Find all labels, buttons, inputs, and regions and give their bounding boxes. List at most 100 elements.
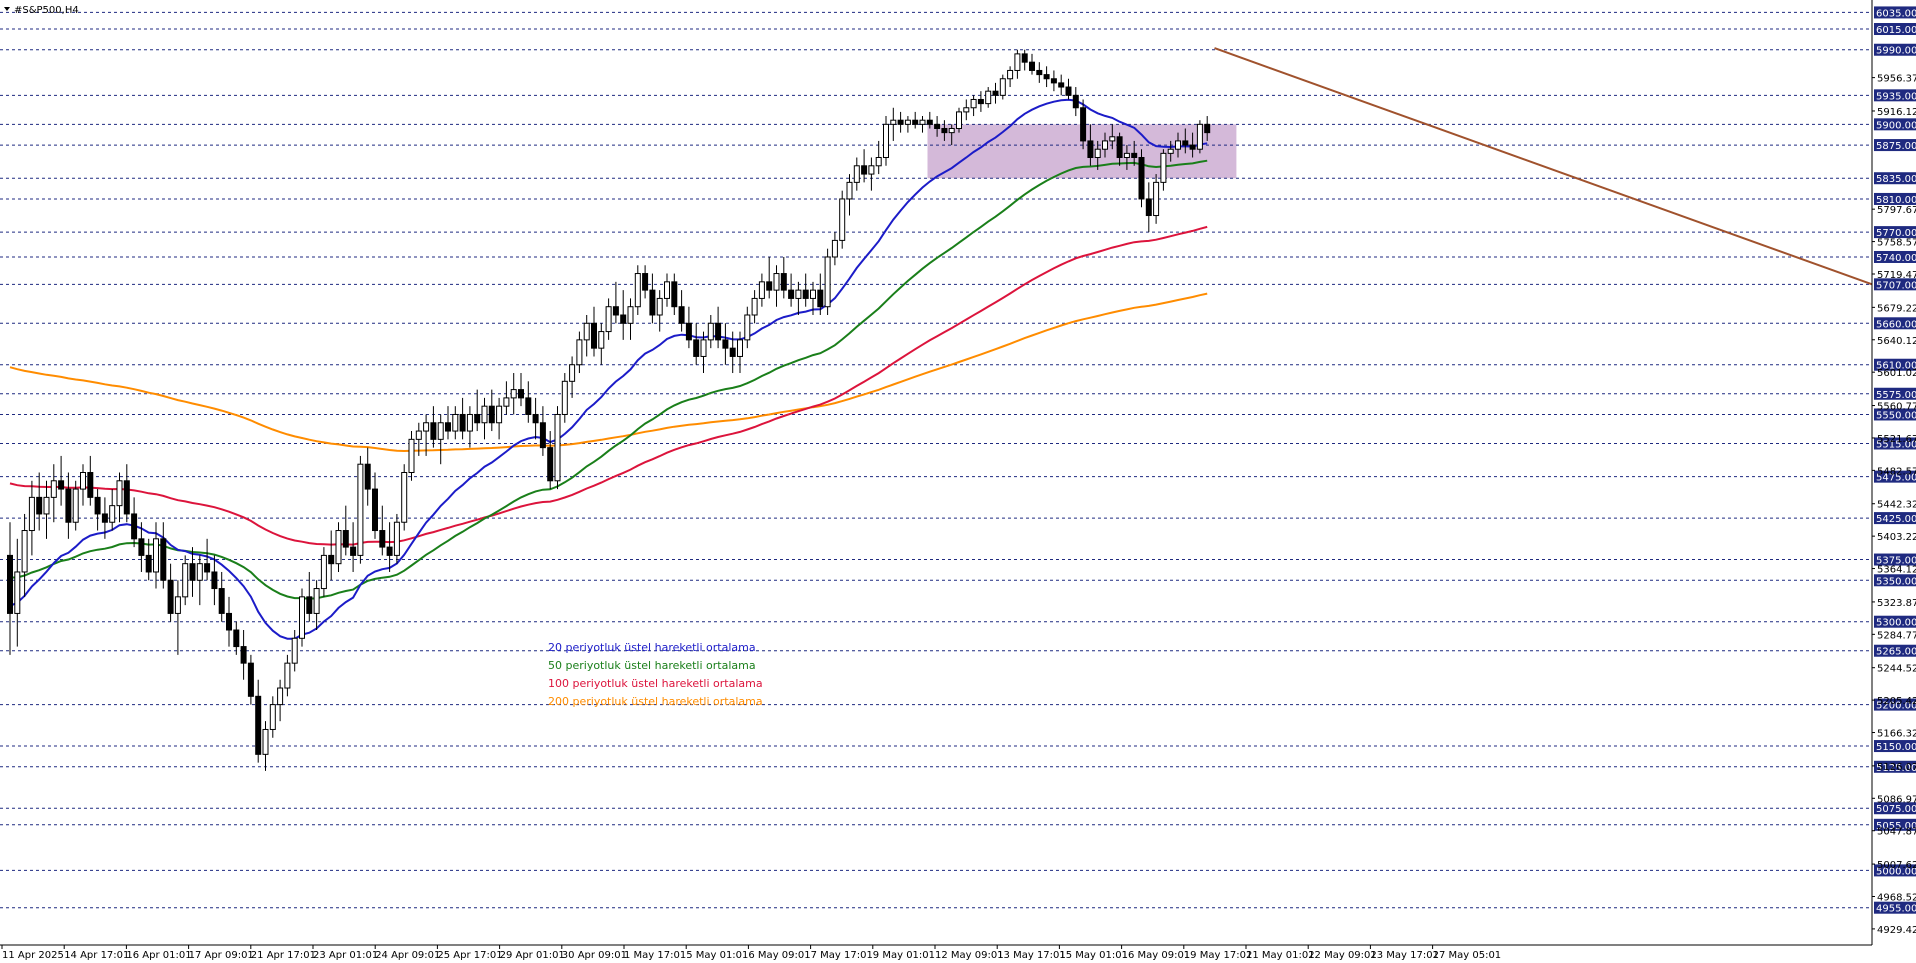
- candle-body-bull: [1153, 181, 1160, 217]
- candle: [1175, 132, 1181, 158]
- candle-body-bear: [992, 90, 999, 96]
- y-tick-label: 5205.42: [1877, 696, 1916, 707]
- candle-body-bear: [1050, 78, 1057, 84]
- candle: [1102, 132, 1108, 158]
- candle-body-bull: [1007, 69, 1014, 80]
- price-badge: [1874, 317, 1916, 330]
- candle-body-bear: [547, 447, 554, 482]
- price-badge-label: 5550.00: [1876, 410, 1916, 421]
- y-tick-label: 5640.12: [1877, 336, 1916, 347]
- y-tick-label: 5086.97: [1877, 794, 1916, 805]
- candle-body-bull: [196, 563, 203, 581]
- price-badge: [1874, 901, 1916, 914]
- candle-body-bull: [408, 438, 415, 473]
- candle-body-bull: [853, 165, 860, 183]
- ema200-line: [9, 292, 1208, 453]
- candle: [934, 116, 941, 137]
- y-tick-label: 5244.52: [1877, 664, 1916, 675]
- y-tick-label: 4929.42: [1877, 925, 1916, 936]
- candle-body-bull: [576, 339, 583, 366]
- ema-lines: [9, 98, 1208, 640]
- price-badge: [1874, 118, 1916, 131]
- candle: [196, 555, 203, 606]
- candle: [80, 464, 86, 506]
- candle-body-bull: [415, 430, 422, 440]
- candle: [561, 373, 568, 423]
- price-badge-label: 5350.00: [1876, 576, 1916, 587]
- symbol-menu-icon[interactable]: [4, 7, 10, 11]
- candle: [1014, 49, 1021, 79]
- candle: [28, 480, 35, 556]
- candle: [255, 679, 262, 763]
- candle-body-bull: [627, 306, 634, 324]
- candle-body-bull: [868, 165, 875, 175]
- price-badge-label: 5515.00: [1876, 439, 1916, 450]
- candle-body-bear: [189, 563, 196, 581]
- candle: [598, 323, 605, 365]
- candle-body-bull: [569, 364, 576, 382]
- candle: [1094, 140, 1101, 170]
- candle-body-bear: [941, 127, 948, 134]
- candle-body-bear: [430, 422, 437, 440]
- y-tick-label: 5758.57: [1877, 238, 1916, 249]
- candle-body-bull: [1014, 53, 1021, 71]
- candle-body-bull: [875, 157, 882, 167]
- candle: [758, 273, 765, 307]
- candle: [1116, 132, 1123, 166]
- y-tick-label: 5797.67: [1877, 205, 1916, 216]
- candle-body-bull: [335, 530, 342, 565]
- price-badge-label: 5375.00: [1876, 556, 1916, 567]
- candle: [948, 124, 955, 146]
- candle: [904, 116, 911, 133]
- candle-body-bull: [116, 480, 123, 507]
- candle-body-bear: [532, 413, 539, 424]
- candle: [999, 74, 1006, 100]
- candle: [299, 588, 305, 647]
- candle-body-bear: [65, 488, 72, 523]
- price-badge: [1874, 553, 1916, 566]
- trendline-line: [1214, 47, 1873, 286]
- y-tick-label: 5482.57: [1877, 466, 1916, 477]
- price-badge: [1874, 278, 1916, 291]
- candle: [1058, 74, 1065, 96]
- candle-body-bear: [233, 629, 240, 648]
- x-tick-label: 23 May 17:01: [1370, 950, 1439, 961]
- price-badge-label: 5707.00: [1876, 280, 1916, 291]
- candle-body-bull: [919, 119, 926, 125]
- price-badge-label: 5125.00: [1876, 763, 1916, 774]
- candle: [985, 87, 992, 108]
- candle: [87, 455, 94, 506]
- candle-body-bull: [970, 98, 977, 109]
- candle: [320, 547, 327, 597]
- symbol-label: #S&P500,H4: [14, 5, 79, 16]
- candle: [459, 397, 466, 440]
- candle-body-bull: [810, 289, 816, 299]
- candle: [1189, 132, 1196, 158]
- candle-body-bull: [174, 596, 181, 614]
- candle-body-bear: [101, 513, 108, 523]
- candle-body-bull: [284, 662, 291, 689]
- legend-item: 20 periyotluk üstel hareketli ortalama: [548, 641, 756, 654]
- price-badge: [1874, 139, 1916, 152]
- price-badge-label: 5835.00: [1876, 174, 1916, 185]
- y-tick-label: 5403.22: [1877, 532, 1916, 543]
- price-badge: [1874, 226, 1916, 239]
- candle-body-bull: [554, 413, 561, 482]
- candle-body-bull: [656, 297, 663, 316]
- x-tick-label: 6 May 09:01: [748, 950, 810, 961]
- candle-body-bear: [123, 480, 130, 515]
- x-tick-label: 30 Apr 09:01: [562, 950, 627, 961]
- price-badge: [1874, 192, 1916, 205]
- candle-body-bear: [1204, 123, 1211, 134]
- price-badge-label: 4955.00: [1876, 904, 1916, 915]
- candle-body-bear: [94, 496, 101, 515]
- candle-body-bull: [707, 322, 714, 341]
- x-tick-label: 1 May 17:01: [624, 950, 686, 961]
- candle-body-bear: [1080, 107, 1087, 142]
- candle: [65, 472, 72, 539]
- candle-body-bull: [269, 704, 276, 730]
- price-badge-label: 5575.00: [1876, 390, 1916, 401]
- candle: [912, 111, 919, 129]
- candle-body-bear: [518, 389, 524, 399]
